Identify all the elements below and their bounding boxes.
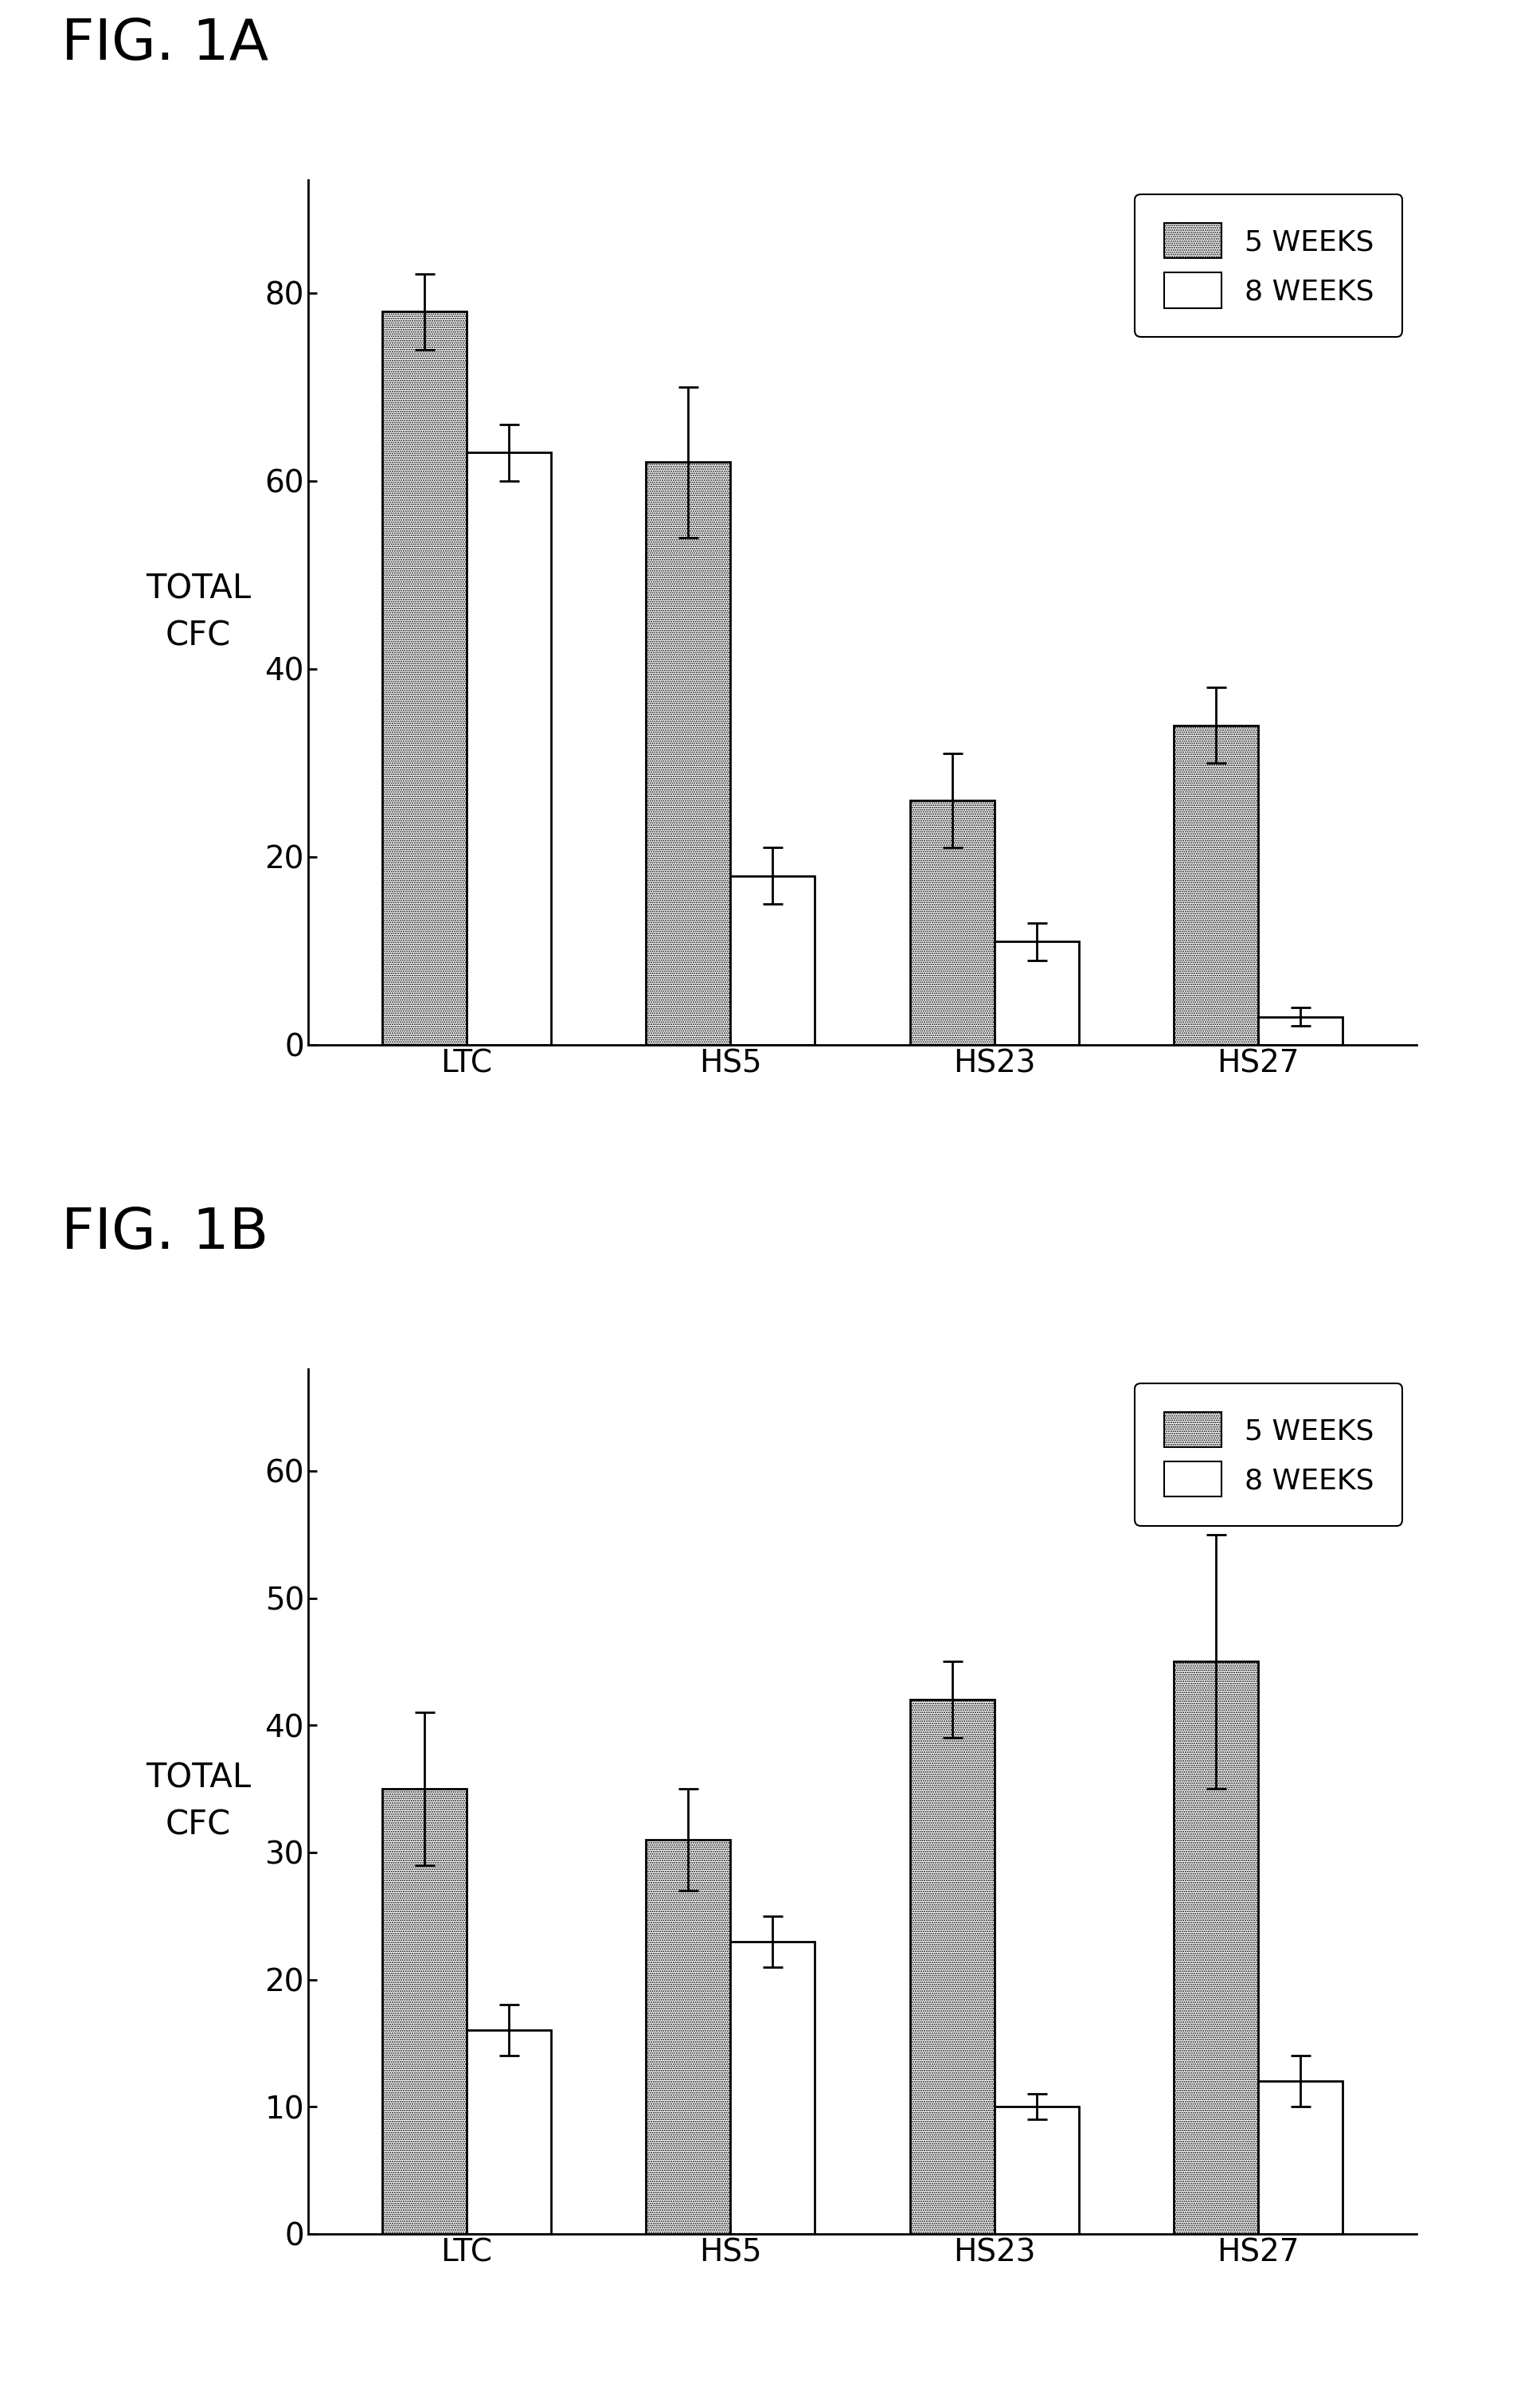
Bar — [382, 312, 467, 1045]
Bar — [645, 1840, 730, 2234]
Bar — [1258, 2080, 1343, 2234]
Bar — [995, 2107, 1080, 2234]
Bar — [645, 461, 730, 1045]
Bar — [467, 452, 551, 1045]
Bar — [730, 877, 815, 1045]
Bar — [910, 1701, 995, 2234]
Legend: 5 WEEKS, 8 WEEKS: 5 WEEKS, 8 WEEKS — [1135, 195, 1403, 336]
Y-axis label: TOTAL
CFC: TOTAL CFC — [146, 572, 251, 653]
Legend: 5 WEEKS, 8 WEEKS: 5 WEEKS, 8 WEEKS — [1135, 1384, 1403, 1525]
Text: FIG. 1B: FIG. 1B — [62, 1206, 270, 1261]
Bar — [730, 1941, 815, 2234]
Bar — [910, 800, 995, 1045]
Bar — [1173, 1662, 1258, 2234]
Y-axis label: TOTAL
CFC: TOTAL CFC — [146, 1761, 251, 1842]
Bar — [1258, 1016, 1343, 1045]
Bar — [467, 2030, 551, 2234]
Bar — [382, 1789, 467, 2234]
Text: FIG. 1A: FIG. 1A — [62, 17, 270, 72]
Bar — [1173, 725, 1258, 1045]
Bar — [995, 942, 1080, 1045]
